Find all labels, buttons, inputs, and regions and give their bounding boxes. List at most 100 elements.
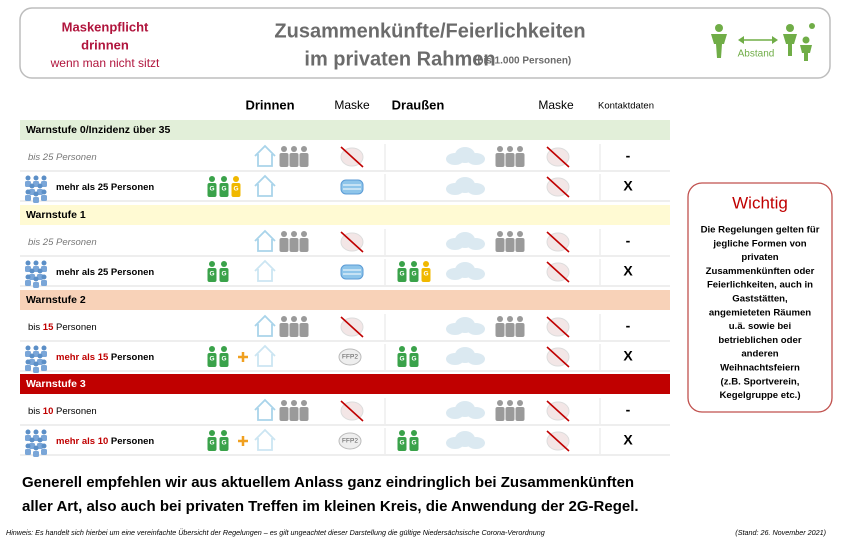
crowd-head (33, 191, 39, 197)
notice-line: Kegelgruppe etc.) (719, 390, 800, 401)
body (495, 407, 505, 421)
person-icon (289, 146, 299, 167)
cross (546, 346, 570, 368)
crowd-head (25, 429, 31, 435)
level-label: Warnstufe 0/Inzidenz über 35 (26, 124, 170, 136)
head (411, 430, 417, 436)
head (497, 146, 503, 152)
cross (546, 400, 570, 422)
crowd-head (37, 437, 43, 443)
notice-line: angemieteten Räumen (709, 307, 811, 318)
mask-rule: Maskenpflicht (62, 19, 149, 34)
label-part: Personen (108, 352, 154, 363)
body (289, 238, 299, 252)
label-part: Personen (108, 436, 154, 447)
head (281, 146, 287, 152)
crowd-body (25, 266, 31, 272)
g-person-icon: G (231, 176, 241, 197)
cloud-icon (446, 317, 485, 335)
notice-title: Wichtig (732, 193, 788, 212)
person-icon (515, 316, 525, 337)
mask-icon (338, 432, 362, 450)
crowd-body (25, 351, 31, 357)
body (505, 238, 515, 252)
g-label: G (411, 356, 416, 363)
g-label: G (221, 356, 226, 363)
body (409, 437, 419, 451)
head (497, 316, 503, 322)
g-person-icon: G (219, 176, 229, 197)
crowd-body (25, 449, 31, 455)
body (289, 153, 299, 167)
head (507, 231, 513, 237)
crowd-body (29, 274, 35, 280)
notice-line: jegliche Formen von (712, 238, 806, 249)
crowd-head (25, 189, 31, 195)
level-band (20, 374, 670, 394)
person-icon (505, 231, 515, 252)
column-header: Drinnen (245, 97, 294, 112)
head (517, 316, 523, 322)
crowd-head (41, 274, 47, 280)
cloud-icon (446, 401, 485, 419)
body (219, 268, 229, 282)
body (299, 238, 309, 252)
person-icon (495, 231, 505, 252)
body (289, 407, 299, 421)
mask-icon (340, 179, 364, 195)
g-person-icon: G (397, 430, 407, 451)
contact: - (626, 318, 631, 334)
g-label: G (399, 271, 404, 278)
level-label: Warnstufe 1 (26, 209, 86, 221)
g-person-icon: G (219, 261, 229, 282)
label-part: Personen (53, 406, 96, 417)
contact: X (623, 348, 633, 364)
crowd-body (41, 266, 47, 272)
g-label: G (221, 186, 226, 193)
column-header: Maske (334, 98, 370, 112)
row-label: bis 25 Personen (28, 237, 97, 248)
label-part: mehr als 15 (56, 352, 109, 363)
crowd-head (41, 175, 47, 181)
contact: - (626, 402, 631, 418)
distance: Abstand (738, 49, 775, 60)
cross (546, 231, 570, 253)
g-label: G (233, 186, 238, 193)
row-label: mehr als 15 Personen (56, 352, 154, 363)
person-icon (505, 400, 515, 421)
crowd-body (29, 443, 35, 449)
person-icon (279, 400, 289, 421)
cloud-part (467, 238, 485, 250)
crowd-head (29, 353, 35, 359)
crowd-body (25, 195, 31, 201)
crowd-head (41, 345, 47, 351)
head (423, 261, 429, 267)
mask-label: FFP2 (342, 438, 358, 445)
level-band (20, 290, 670, 310)
crowd-head (33, 429, 39, 435)
head (281, 231, 287, 237)
g-person-icon: G (421, 261, 431, 282)
cross (340, 146, 364, 168)
notice-line: Weihnachtsfeiern (720, 363, 800, 374)
row-label: bis 10 Personen (28, 406, 97, 417)
row-label: mehr als 25 Personen (56, 182, 154, 193)
g-person-icon: G (409, 346, 419, 367)
body (495, 323, 505, 337)
level-label: Warnstufe 2 (26, 294, 86, 306)
head (301, 316, 307, 322)
g-label: G (221, 271, 226, 278)
crowd-head (29, 183, 35, 189)
crowd-head (33, 445, 39, 451)
crowd-body (33, 451, 39, 457)
head (517, 400, 523, 406)
cross (546, 146, 570, 168)
cloud-part (467, 183, 485, 195)
g-person-icon: G (207, 346, 217, 367)
level-band (20, 120, 670, 140)
head (209, 261, 215, 267)
cloud-icon (446, 347, 485, 365)
notice-box (687, 182, 833, 413)
head (221, 261, 227, 267)
